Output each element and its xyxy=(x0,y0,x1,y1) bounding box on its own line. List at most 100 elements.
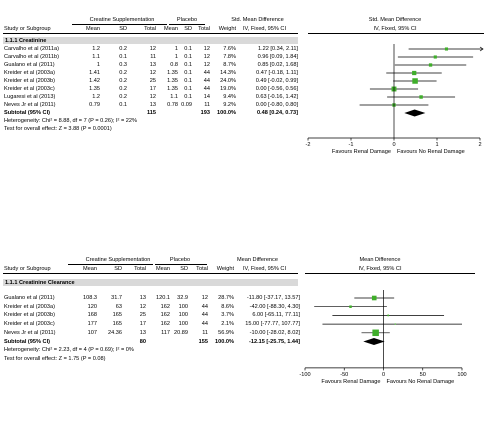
total-placebo: 44 xyxy=(201,312,208,319)
total-placebo: 44 xyxy=(203,78,210,84)
point-estimate xyxy=(387,314,390,317)
point-estimate xyxy=(433,55,437,59)
mean-placebo: 120.1 xyxy=(156,295,170,301)
effect-ci-text: 0.00 [-0.80, 0.80] xyxy=(255,102,298,108)
sd-placebo: 20.89 xyxy=(174,329,188,336)
mean-placebo: 117 xyxy=(161,329,170,336)
sd-treatment: 0.2 xyxy=(119,78,127,84)
col-effect-sub: IV, Fixed, 95% CI xyxy=(242,26,286,32)
sd-treatment: 0.1 xyxy=(119,102,127,108)
col-plot-sub: IV, Fixed, 95% CI xyxy=(358,266,402,272)
section-title: 1.1.1 Creatinine xyxy=(5,38,47,44)
point-estimate xyxy=(419,95,423,99)
mean-placebo: 1.1 xyxy=(170,94,178,100)
mean-placebo: 162 xyxy=(160,303,170,310)
study-label: Neves Jr et al (2011) xyxy=(4,102,56,108)
sd-treatment: 63 xyxy=(115,303,122,310)
study-label: Carvalho et al (2011b) xyxy=(4,54,59,60)
subtotal-n-placebo: 193 xyxy=(200,110,210,116)
overall-effect-text: Test for overall effect: Z = 1.75 (P = 0… xyxy=(4,355,106,362)
x-tick-label: -2 xyxy=(305,142,311,148)
x-tick-label: -50 xyxy=(340,371,349,378)
col-mean1: Mean xyxy=(83,266,97,272)
total-placebo: 44 xyxy=(203,70,210,76)
effect-ci-text: 0.47 [-0.18, 1.11] xyxy=(256,70,298,76)
weight-value: 3.7% xyxy=(221,312,234,319)
col-sd2: SD xyxy=(184,26,192,32)
sd-placebo: 0.1 xyxy=(184,78,192,84)
x-tick-label: 0 xyxy=(381,371,386,378)
col-effect-sub: IV, Fixed, 95% CI xyxy=(242,266,286,272)
col-mean1: Mean xyxy=(86,26,100,32)
subtotal-weight: 100.0% xyxy=(215,338,234,345)
effect-ci-text: 6.00 [-65.11, 77.11] xyxy=(252,312,300,319)
effect-ci-text: -11.80 [-37.17, 13.57] xyxy=(246,295,300,301)
sd-treatment: 0.2 xyxy=(119,46,127,52)
favours-left-label: Favours Renal Damage xyxy=(321,378,381,385)
mean-placebo: 1.35 xyxy=(167,70,178,76)
effect-ci-text: 1.22 [0.34, 2.11] xyxy=(257,46,298,52)
col-weight: Weight xyxy=(218,26,236,32)
total-treatment: 25 xyxy=(149,78,156,84)
sd-placebo: 0.1 xyxy=(184,70,192,76)
study-label: Kreider et al (2003b) xyxy=(4,78,55,84)
col-sd1: SD xyxy=(119,26,127,32)
study-label: Carvalho et al (2011a) xyxy=(4,46,59,52)
sd-placebo: 0.1 xyxy=(184,94,192,100)
favours-left-label: Favours Renal Damage xyxy=(331,149,391,155)
total-placebo: 44 xyxy=(201,303,208,310)
total-treatment: 25 xyxy=(139,312,146,319)
effect-ci-text: 0.85 [0.02, 1.68] xyxy=(257,62,298,68)
overall-effect-text: Test for overall effect: Z = 3.88 (P = 0… xyxy=(4,126,112,132)
effect-ci-text: 0.96 [0.09, 1.84] xyxy=(257,54,298,60)
mean-treatment: 1.42 xyxy=(89,78,100,84)
mean-treatment: 1.2 xyxy=(92,46,100,52)
weight-value: 24.0% xyxy=(220,78,236,84)
sd-placebo: 0.09 xyxy=(181,102,192,108)
x-tick-label: 0 xyxy=(392,142,396,148)
weight-value: 19.0% xyxy=(220,86,236,92)
mean-placebo: 0.8 xyxy=(170,62,178,68)
mean-treatment: 120 xyxy=(87,303,97,310)
study-label: Kreider et al (2003b) xyxy=(4,312,55,319)
weight-value: 7.8% xyxy=(223,54,236,60)
total-treatment: 12 xyxy=(149,94,156,100)
plot-header: Mean Difference xyxy=(359,257,401,263)
mean-treatment: 107 xyxy=(87,329,97,336)
study-label: Neves Jr et al (2011) xyxy=(4,329,56,336)
weight-value: 9.4% xyxy=(223,94,236,100)
effect-ci-text: 0.00 [-0.56, 0.56] xyxy=(255,86,298,92)
mean-treatment: 1.2 xyxy=(92,94,100,100)
total-treatment: 13 xyxy=(139,329,146,336)
group2-header: Placebo xyxy=(176,17,198,23)
sd-placebo: 100 xyxy=(178,321,188,328)
sd-placebo: 0.1 xyxy=(184,54,192,60)
mean-treatment: 177 xyxy=(87,321,97,328)
effect-ci-text: -10.00 [-28.02, 8.02] xyxy=(249,329,300,336)
x-tick-label: 50 xyxy=(419,371,426,378)
group1-header: Creatine Supplementation xyxy=(89,17,155,23)
sd-placebo: 32.9 xyxy=(177,295,188,301)
mean-placebo: 162 xyxy=(160,321,170,328)
col-weight: Weight xyxy=(216,266,234,272)
mean-placebo: 0.78 xyxy=(167,102,178,108)
study-label: Kreider et al (2003a) xyxy=(4,70,55,76)
summary-diamond xyxy=(363,338,385,345)
x-tick-label: 2 xyxy=(478,142,482,148)
weight-value: 7.6% xyxy=(223,46,236,52)
weight-value: 56.9% xyxy=(218,329,234,336)
sd-placebo: 100 xyxy=(178,303,188,310)
point-estimate xyxy=(372,329,379,337)
favours-right-label: Favours No Renal Damage xyxy=(386,378,455,385)
col-mean2: Mean xyxy=(164,26,178,32)
sd-treatment: 0.2 xyxy=(119,70,127,76)
total-placebo: 12 xyxy=(201,295,208,301)
plot-header: Std. Mean Difference xyxy=(368,17,422,23)
total-treatment: 12 xyxy=(149,70,156,76)
summary-diamond xyxy=(404,109,426,117)
sd-placebo: 0.1 xyxy=(184,86,192,92)
weight-value: 8.6% xyxy=(221,303,234,310)
study-label: Lugaresi et al (2013) xyxy=(4,94,56,100)
col-sd1: SD xyxy=(114,266,122,272)
weight-value: 28.7% xyxy=(218,295,234,301)
